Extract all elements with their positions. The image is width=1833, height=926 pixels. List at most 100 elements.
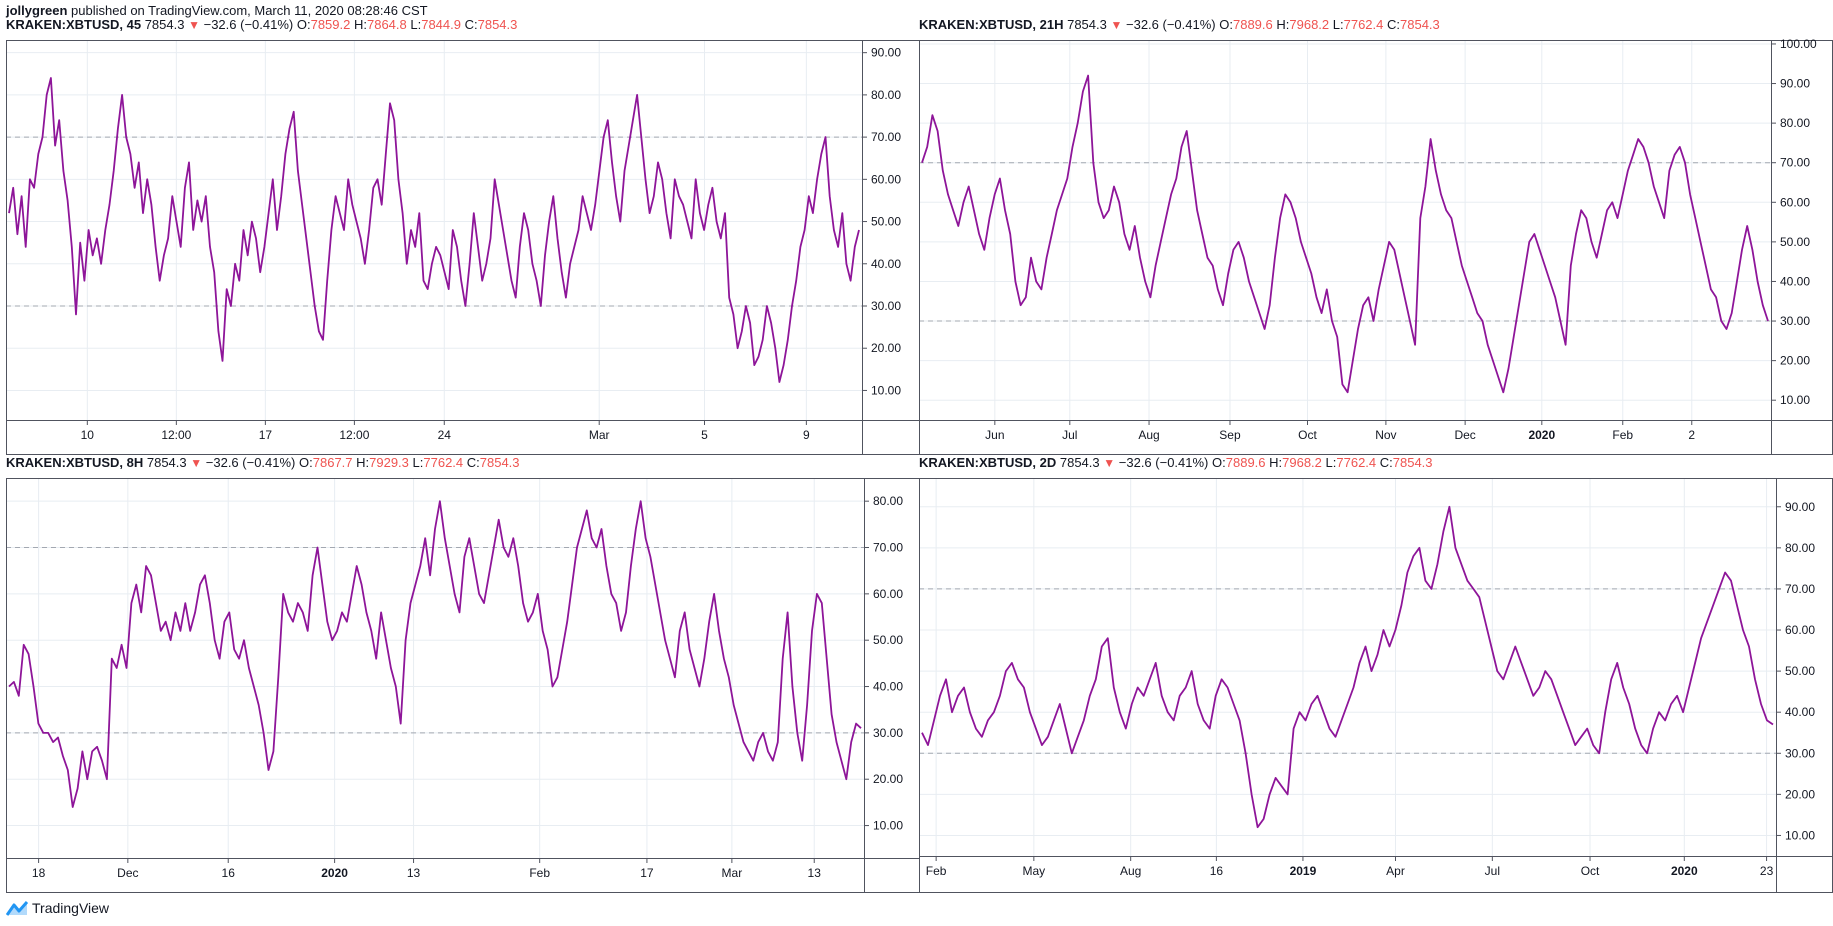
x-tick-label: 16 (222, 866, 236, 880)
legend-open-label: O: (296, 17, 311, 32)
y-tick-label: 30.00 (1780, 314, 1810, 328)
legend-change: −32.6 (−0.41%) (1126, 17, 1216, 32)
x-tick-label: 9 (803, 428, 810, 442)
x-tick-label: 23 (1760, 864, 1774, 878)
y-tick-label: 80.00 (873, 494, 903, 508)
y-tick-label: 60.00 (1780, 195, 1810, 209)
legend-low-label: L: (412, 455, 424, 470)
x-tick-label: 5 (701, 428, 708, 442)
y-tick-label: 70.00 (873, 541, 903, 555)
chart-frame (919, 478, 1833, 893)
legend-symbol[interactable]: KRAKEN:XBTUSD, 8H (6, 455, 144, 470)
y-tick-label: 40.00 (1785, 705, 1815, 719)
x-tick-label: 2019 (1290, 864, 1317, 878)
chart-plot[interactable]: 10.00 20.00 30.00 40.00 50.00 60.00 70.00 80.00… (919, 478, 1833, 893)
legend-close: 7854.3 (477, 17, 518, 32)
legend-last: 7854.3 (144, 17, 185, 32)
legend: KRAKEN:XBTUSD, 45 7854.3 ▼ −32.6 (−0.41%… (6, 17, 517, 33)
legend-high: 7864.8 (366, 17, 407, 32)
x-tick-label: 17 (640, 866, 654, 880)
x-tick-label: 10 (81, 428, 95, 442)
x-tick-label: 17 (259, 428, 273, 442)
x-tick-label: 13 (808, 866, 822, 880)
legend-close-label: C: (466, 455, 480, 470)
y-tick-label: 60.00 (1785, 623, 1815, 637)
legend-low: 7762.4 (1336, 455, 1377, 470)
legend-close: 7854.3 (1400, 17, 1440, 32)
x-tick-label: Nov (1375, 428, 1396, 442)
y-tick-label: 40.00 (873, 680, 903, 694)
y-tick-label: 10.00 (1780, 393, 1810, 407)
y-tick-label: 10.00 (873, 819, 903, 833)
legend: KRAKEN:XBTUSD, 2D 7854.3 ▼ −32.6 (−0.41%… (919, 455, 1433, 471)
publish-info: jollygreen published on TradingView.com,… (6, 3, 428, 18)
y-tick-label: 30.00 (873, 726, 903, 740)
y-tick-label: 10.00 (871, 383, 901, 397)
chart-panel-21h[interactable]: KRAKEN:XBTUSD, 21H 7854.3 ▼ −32.6 (−0.41… (919, 17, 1833, 455)
legend-symbol[interactable]: KRAKEN:XBTUSD, 21H (919, 17, 1064, 32)
y-tick-label: 80.00 (871, 88, 901, 102)
legend-open-label: O: (299, 455, 313, 470)
legend-close: 7854.3 (479, 455, 520, 470)
rsi-series-line (921, 505, 1774, 829)
grid (919, 40, 1771, 420)
chart-plot[interactable]: 10.00 20.00 30.00 40.00 50.00 60.00 70.00 80.00… (919, 37, 1833, 455)
down-arrow-icon: ▼ (188, 18, 200, 32)
legend-symbol[interactable]: KRAKEN:XBTUSD, 45 (6, 17, 142, 32)
x-tick-label: 18 (32, 866, 46, 880)
y-tick-label: 40.00 (871, 257, 901, 271)
legend-close-label: C: (464, 17, 478, 32)
x-tick-label: Jul (1485, 864, 1500, 878)
x-tick-label: Mar (722, 866, 743, 880)
tradingview-brand[interactable]: TradingView (6, 897, 109, 919)
chart-plot[interactable]: 10.00 20.00 30.00 40.00 50.00 60.00 70.00 80.00… (6, 478, 920, 893)
y-tick-label: 50.00 (1780, 235, 1810, 249)
x-tick-label: Dec (117, 866, 138, 880)
chart-frame (919, 40, 1833, 455)
legend-high-label: H: (353, 17, 367, 32)
x-tick-label: Aug (1120, 864, 1141, 878)
down-arrow-icon: ▼ (1103, 456, 1116, 470)
legend-open-label: O: (1212, 455, 1226, 470)
legend-high: 7968.2 (1289, 17, 1330, 32)
x-tick-label: Oct (1581, 864, 1600, 878)
x-tick-label: 2020 (321, 866, 348, 880)
x-tick-label: 2 (1688, 428, 1695, 442)
y-tick-label: 60.00 (871, 172, 901, 186)
author-name[interactable]: jollygreen (6, 3, 68, 18)
legend-close: 7854.3 (1392, 455, 1433, 470)
chart-panel-45m[interactable]: KRAKEN:XBTUSD, 45 7854.3 ▼ −32.6 (−0.41%… (6, 17, 920, 455)
legend-change: −32.6 (−0.41%) (1118, 455, 1209, 470)
legend-high: 7929.3 (369, 455, 409, 470)
legend-high-label: H: (356, 455, 370, 470)
chart-plot[interactable]: 10.00 20.00 30.00 40.00 50.00 60.00 70.00 80.00… (6, 40, 920, 455)
publish-text: published on TradingView.com, March 11, … (71, 3, 428, 18)
x-tick-label: 12:00 (161, 428, 191, 442)
legend-low: 7762.4 (423, 455, 464, 470)
legend-close-label: C: (1387, 17, 1400, 32)
legend: KRAKEN:XBTUSD, 21H 7854.3 ▼ −32.6 (−0.41… (919, 17, 1440, 33)
legend-low-label: L: (1332, 17, 1344, 32)
brand-name: TradingView (32, 900, 110, 916)
legend-change: −32.6 (−0.41%) (203, 17, 294, 32)
x-tick-label: Sep (1219, 428, 1241, 442)
down-arrow-icon: ▼ (1110, 18, 1123, 32)
y-tick-label: 50.00 (871, 215, 901, 229)
y-tick-label: 90.00 (1780, 77, 1810, 91)
y-tick-label: 90.00 (871, 46, 901, 60)
chart-frame (6, 478, 920, 893)
x-tick-label: Jul (1062, 428, 1077, 442)
y-tick-label: 10.00 (1785, 828, 1815, 842)
legend-symbol[interactable]: KRAKEN:XBTUSD, 2D (919, 455, 1057, 470)
legend-last: 7854.3 (146, 455, 187, 470)
y-tick-label: 20.00 (871, 341, 901, 355)
y-tick-label: 70.00 (871, 130, 901, 144)
legend-open-label: O: (1219, 17, 1233, 32)
chart-panel-2d[interactable]: KRAKEN:XBTUSD, 2D 7854.3 ▼ −32.6 (−0.41%… (919, 455, 1833, 893)
chart-panel-8h[interactable]: KRAKEN:XBTUSD, 8H 7854.3 ▼ −32.6 (−0.41%… (6, 455, 920, 893)
legend-open: 7867.7 (312, 455, 353, 470)
x-tick-label: Feb (529, 866, 550, 880)
x-tick-label: 12:00 (339, 428, 369, 442)
y-tick-label: 20.00 (1780, 354, 1810, 368)
legend: KRAKEN:XBTUSD, 8H 7854.3 ▼ −32.6 (−0.41%… (6, 455, 520, 471)
